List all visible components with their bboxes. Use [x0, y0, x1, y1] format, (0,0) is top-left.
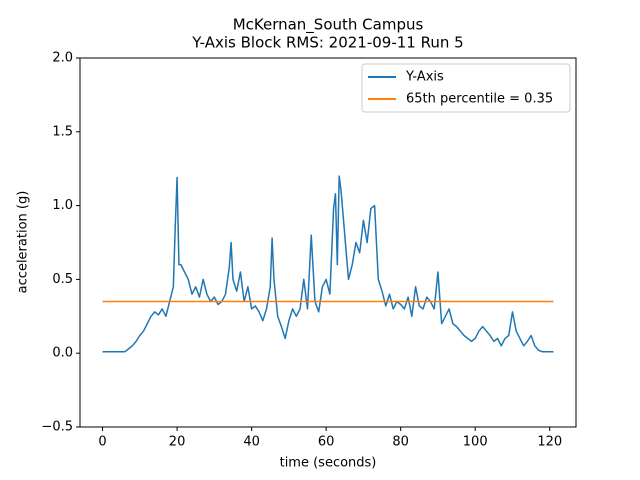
plot-frame [79, 57, 577, 428]
x-tick-label: 20 [169, 435, 186, 450]
x-tick-label: 0 [98, 435, 106, 450]
y-axis-label: acceleration (g) [16, 191, 31, 294]
legend-label: 65th percentile = 0.35 [406, 92, 553, 107]
chart-title: Y-Axis Block RMS: 2021-09-11 Run 5 [191, 34, 463, 52]
x-tick-label: 120 [537, 435, 562, 450]
chart-title: McKernan_South Campus [233, 16, 424, 35]
data-line [102, 175, 554, 353]
x-tick-label: 60 [318, 435, 335, 450]
x-tick-label: 100 [463, 435, 488, 450]
y-tick-label: 2.0 [52, 51, 73, 66]
y-tick-label: 0.5 [52, 272, 73, 287]
y-tick-label: 0.0 [52, 346, 73, 361]
x-axis-label: time (seconds) [280, 456, 377, 471]
y-tick-label: 1.0 [52, 198, 73, 213]
legend-label: Y-Axis [405, 70, 444, 85]
y-tick-label: −0.5 [41, 420, 73, 435]
x-tick-label: 40 [243, 435, 260, 450]
y-tick-label: 1.5 [52, 124, 73, 139]
legend-box [361, 63, 571, 113]
x-tick-label: 80 [392, 435, 409, 450]
